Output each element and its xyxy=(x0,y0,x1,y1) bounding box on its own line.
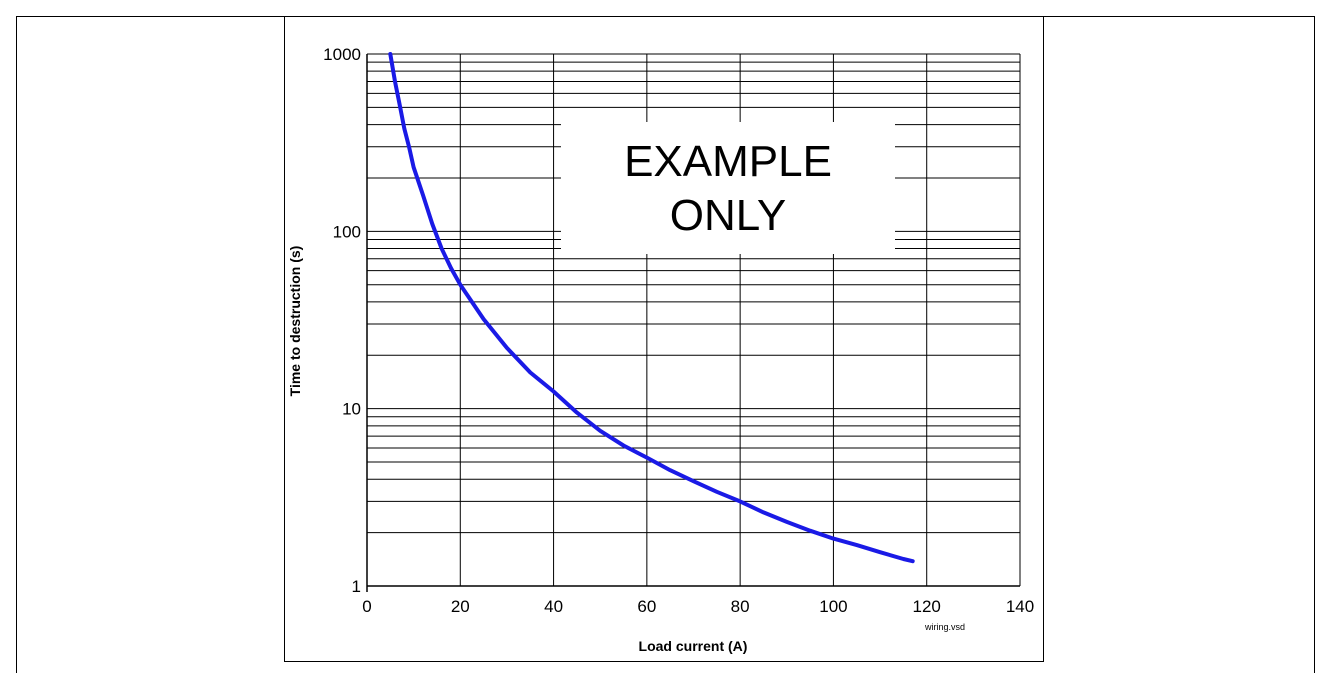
example-stamp: EXAMPLE ONLY xyxy=(561,122,895,254)
stamp-line-1: EXAMPLE xyxy=(624,137,832,186)
x-tick-label: 0 xyxy=(362,597,371,616)
x-tick-label: 20 xyxy=(451,597,470,616)
x-tick-label: 40 xyxy=(544,597,563,616)
x-tick-label: 120 xyxy=(913,597,941,616)
y-axis-title: Time to destruction (s) xyxy=(287,246,303,397)
x-tick-label: 80 xyxy=(731,597,750,616)
series-line xyxy=(388,52,915,564)
y-tick-label: 1000 xyxy=(323,45,361,64)
x-tick-label: 140 xyxy=(1006,597,1034,616)
y-tick-label: 10 xyxy=(342,400,361,419)
stamp-background xyxy=(561,122,895,254)
stamp-line-2: ONLY xyxy=(670,191,787,240)
x-tick-label: 100 xyxy=(819,597,847,616)
tick-labels: 0 20 40 60 80 100 120 140 1 10 100 1000 xyxy=(323,45,1034,616)
x-axis-title: Load current (A) xyxy=(639,638,748,654)
axes xyxy=(366,54,1020,592)
x-tick-label: 60 xyxy=(637,597,656,616)
y-tick-label: 1 xyxy=(352,577,361,596)
file-note: wiring.vsd xyxy=(924,622,965,632)
y-tick-label: 100 xyxy=(333,222,361,241)
